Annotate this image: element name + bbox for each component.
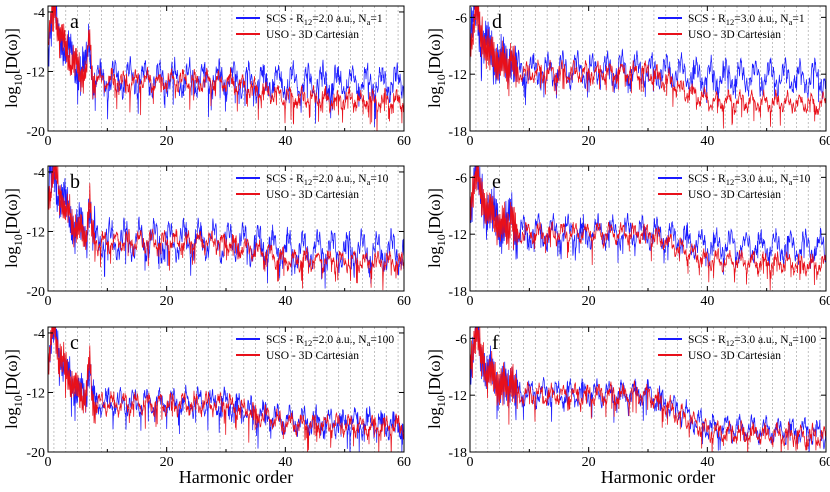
legend-label-scs: SCS - R12=3.0 a.u., Na=1 (688, 13, 805, 27)
series-line-uso (470, 166, 826, 291)
y-tick-label: -12 (448, 228, 467, 243)
x-tick-label: 0 (467, 294, 474, 309)
y-tick-label: -18 (448, 285, 467, 300)
legend-label-uso: USO - 3D Cartesian (688, 350, 781, 362)
y-tick-label: -20 (26, 446, 45, 461)
chart-panel-f: 0 20 40 60 -6 -12 -18 log10[D(ω)] f SCS - R12=3.0… (425, 326, 830, 487)
series-line-scs (48, 327, 404, 452)
chart-panel-c: 0 20 40 60 -4 -12 -20 log10[D(ω)] c SCS - R12=2.0… (2, 326, 411, 487)
x-axis-label: Harmonic order (179, 467, 293, 487)
x-tick-label: 0 (45, 455, 52, 470)
y-tick-label: -6 (455, 332, 467, 347)
legend-label-uso: USO - 3D Cartesian (688, 29, 781, 41)
x-tick-label: 40 (278, 294, 292, 309)
legend-label-scs: SCS - R12=2.0 a.u., Na=100 (266, 334, 394, 348)
y-tick-label: -12 (26, 65, 45, 80)
x-tick-label: 40 (278, 134, 292, 149)
y-tick-label: -18 (448, 125, 467, 140)
x-tick-label: 20 (582, 294, 596, 309)
panel-label: b (70, 171, 80, 193)
series-line-uso (48, 166, 404, 291)
series-line-uso (48, 6, 404, 131)
panel-label: c (70, 332, 79, 354)
legend-label-uso: USO - 3D Cartesian (688, 189, 781, 201)
y-tick-label: -4 (33, 327, 45, 342)
y-tick-label: -18 (448, 446, 467, 461)
legend-label-uso: USO - 3D Cartesian (266, 350, 359, 362)
legend-label-scs: SCS - R12=2.0 a.u., Na=1 (266, 13, 383, 27)
x-tick-label: 0 (467, 455, 474, 470)
y-tick-label: -12 (26, 386, 45, 401)
x-tick-label: 60 (819, 294, 830, 309)
y-axis-label: log10[D(ω)] (2, 349, 25, 429)
x-tick-label: 40 (700, 134, 714, 149)
series-line-uso (470, 327, 826, 452)
series-line-uso (48, 327, 404, 452)
y-tick-label: -4 (33, 6, 45, 21)
y-tick-label: -6 (455, 11, 467, 26)
legend-label-scs: SCS - R12=2.0 a.u., Na=10 (266, 173, 389, 187)
chart-panel-e: 0 20 40 60 -6 -12 -18 log10[D(ω)] e SCS - R12=3.0… (425, 165, 830, 309)
y-tick-label: -12 (448, 389, 467, 404)
x-tick-label: 0 (467, 134, 474, 149)
x-tick-label: 40 (700, 294, 714, 309)
y-tick-label: -6 (455, 171, 467, 186)
panel-label: f (492, 332, 499, 354)
legend-label-uso: USO - 3D Cartesian (266, 189, 359, 201)
x-axis-label: Harmonic order (601, 467, 715, 487)
y-axis-label: log10[D(ω)] (2, 188, 25, 268)
y-axis-label: log10[D(ω)] (425, 349, 448, 429)
x-tick-label: 60 (397, 455, 411, 470)
odd-harmonic-grid (475, 6, 821, 131)
x-tick-label: 0 (45, 134, 52, 149)
x-tick-label: 60 (819, 455, 830, 470)
y-tick-label: -4 (33, 166, 45, 181)
y-tick-label: -20 (26, 285, 45, 300)
series-line-scs (470, 327, 826, 452)
series-line-uso (470, 6, 826, 129)
y-tick-label: -12 (448, 68, 467, 83)
x-tick-label: 0 (45, 294, 52, 309)
y-tick-label: -20 (26, 125, 45, 140)
x-tick-label: 40 (278, 455, 292, 470)
panel-label: e (492, 171, 501, 193)
x-tick-label: 20 (160, 134, 174, 149)
x-tick-label: 60 (819, 134, 830, 149)
chart-panel-b: 0 20 40 60 -4 -12 -20 log10[D(ω)] b SCS - R12=2.0… (2, 165, 411, 309)
legend-label-scs: SCS - R12=3.0 a.u., Na=100 (688, 334, 816, 348)
legend-label-scs: SCS - R12=3.0 a.u., Na=10 (688, 173, 811, 187)
x-tick-label: 40 (700, 455, 714, 470)
y-axis-label: log10[D(ω)] (425, 28, 448, 108)
x-tick-label: 20 (582, 134, 596, 149)
x-tick-label: 20 (582, 455, 596, 470)
x-tick-label: 60 (397, 294, 411, 309)
x-tick-label: 20 (160, 455, 174, 470)
chart-panel-a: 0 20 40 60 -4 -12 -20 log10[D(ω)] a SCS - R12=2.0… (2, 5, 411, 149)
y-axis-label: log10[D(ω)] (425, 188, 448, 268)
chart-panel-d: 0 20 40 60 -6 -12 -18 log10[D(ω)] d SCS - R12=3.0… (425, 5, 830, 149)
odd-harmonic-grid (53, 166, 399, 291)
x-tick-label: 60 (397, 134, 411, 149)
x-tick-label: 20 (160, 294, 174, 309)
panel-label: a (70, 11, 79, 33)
series-line-scs (470, 6, 826, 106)
y-tick-label: -12 (26, 225, 45, 240)
y-axis-label: log10[D(ω)] (2, 28, 25, 108)
panel-label: d (492, 11, 502, 33)
legend-label-uso: USO - 3D Cartesian (266, 29, 359, 41)
